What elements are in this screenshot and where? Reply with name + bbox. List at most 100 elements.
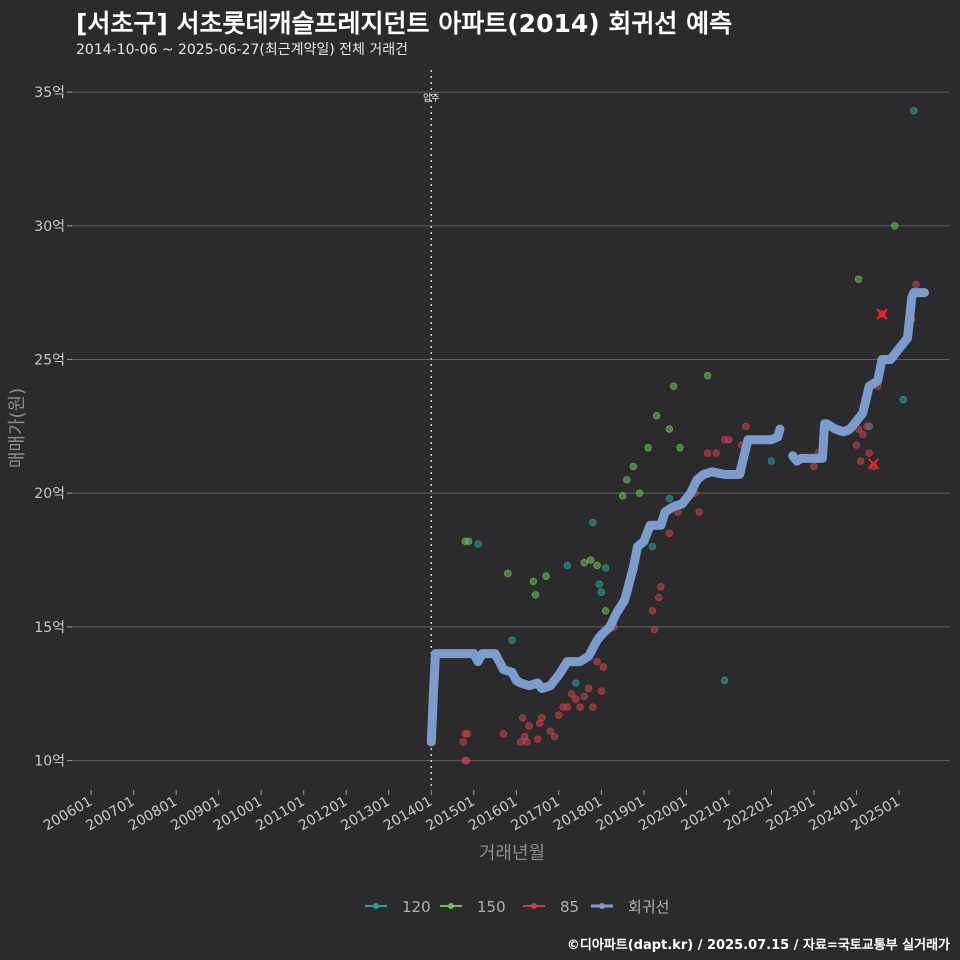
point-150	[665, 425, 674, 433]
point-120	[767, 457, 776, 465]
point-85	[859, 430, 867, 439]
point-85	[712, 449, 720, 457]
highlight-marker	[867, 458, 880, 470]
legend-key-dot	[373, 903, 379, 909]
point-85	[655, 593, 663, 602]
y-tick-label: 25억	[34, 352, 65, 368]
x-axis-title: 거래년월	[479, 843, 545, 864]
point-85	[810, 462, 818, 471]
point-85	[703, 449, 712, 457]
point-85	[567, 690, 576, 698]
point-85	[584, 684, 593, 693]
point-85	[538, 714, 546, 722]
point-150	[587, 556, 595, 564]
point-85	[657, 583, 665, 591]
point-85	[725, 436, 733, 444]
point-150	[504, 569, 512, 578]
point-85	[593, 657, 601, 666]
move-in-label: 입주	[423, 92, 440, 104]
point-85	[580, 692, 589, 701]
legend-label: 회귀선	[628, 898, 669, 916]
point-150	[593, 561, 601, 570]
y-tick-label: 35억	[34, 85, 65, 101]
point-120	[665, 494, 674, 503]
point-120	[648, 542, 657, 551]
point-120	[508, 636, 516, 644]
legend: 120 150 85 회귀선	[365, 898, 669, 916]
chart-title: [서초구] 서초롯데캐슬프레지던트 아파트(2014) 회귀선 예측	[76, 9, 733, 38]
point-85	[572, 695, 580, 703]
point-85	[857, 457, 865, 465]
point-85	[597, 687, 606, 695]
point-120	[589, 518, 597, 527]
point-150	[676, 444, 684, 452]
point-150	[529, 577, 538, 586]
point-120	[899, 395, 907, 404]
point-85	[525, 722, 533, 730]
y-tick-label: 10억	[34, 754, 65, 770]
point-85	[665, 529, 674, 537]
legend-key-dot	[448, 903, 454, 909]
chart-subtitle: 2014-10-06 ~ 2025-06-27(최근계약일) 전체 거래건	[76, 42, 408, 58]
legend-label: 85	[560, 898, 579, 916]
point-150	[464, 537, 473, 546]
legend-label: 120	[402, 898, 431, 916]
legend-label: 150	[477, 898, 506, 916]
point-150	[652, 411, 661, 420]
x-tick-label: 202501	[849, 794, 903, 835]
point-85	[599, 663, 608, 671]
point-85	[742, 422, 750, 431]
point-150	[629, 462, 637, 471]
regression-line	[788, 288, 929, 466]
point-120	[474, 540, 482, 548]
point-85	[912, 280, 920, 289]
point-85	[650, 625, 659, 634]
point-120	[720, 676, 729, 685]
point-150	[601, 607, 610, 615]
point-85	[463, 730, 472, 738]
point-85	[576, 703, 584, 711]
point-85	[462, 756, 471, 765]
y-tick-label: 30억	[34, 219, 65, 235]
point-150	[623, 476, 631, 484]
point-120	[910, 107, 918, 115]
point-85	[518, 714, 527, 722]
y-tick-label: 15억	[34, 620, 65, 636]
point-120	[601, 564, 610, 572]
point-85	[865, 449, 873, 457]
point-150	[635, 489, 644, 497]
point-85	[550, 732, 559, 741]
y-tick-label: 20억	[34, 486, 65, 502]
point-85	[459, 738, 467, 746]
point-85	[563, 703, 572, 711]
point-85	[533, 735, 542, 743]
point-85	[695, 508, 703, 516]
point-85	[863, 422, 871, 431]
point-85	[523, 738, 531, 746]
regression-line	[426, 424, 785, 747]
point-150	[891, 222, 899, 230]
point-150	[542, 572, 550, 580]
point-150	[618, 492, 627, 500]
point-85	[648, 607, 657, 615]
point-85	[589, 703, 597, 711]
point-85	[852, 441, 861, 449]
caption: ©디아파트(dapt.kr) / 2025.07.15 / 자료=국토교통부 실…	[566, 938, 950, 953]
point-120	[572, 679, 580, 687]
point-85	[546, 727, 555, 735]
point-150	[854, 275, 863, 283]
point-120	[597, 588, 606, 596]
point-150	[669, 382, 678, 390]
legend-key-dot	[531, 903, 537, 909]
point-85	[555, 711, 563, 719]
point-150	[703, 371, 712, 380]
point-120	[563, 561, 572, 570]
point-120	[595, 580, 603, 588]
y-axis-title: 매매가(원)	[7, 388, 28, 468]
point-85	[499, 730, 508, 738]
point-150	[531, 591, 540, 599]
point-150	[580, 559, 589, 567]
highlight-marker	[876, 308, 888, 320]
point-150	[644, 444, 652, 452]
